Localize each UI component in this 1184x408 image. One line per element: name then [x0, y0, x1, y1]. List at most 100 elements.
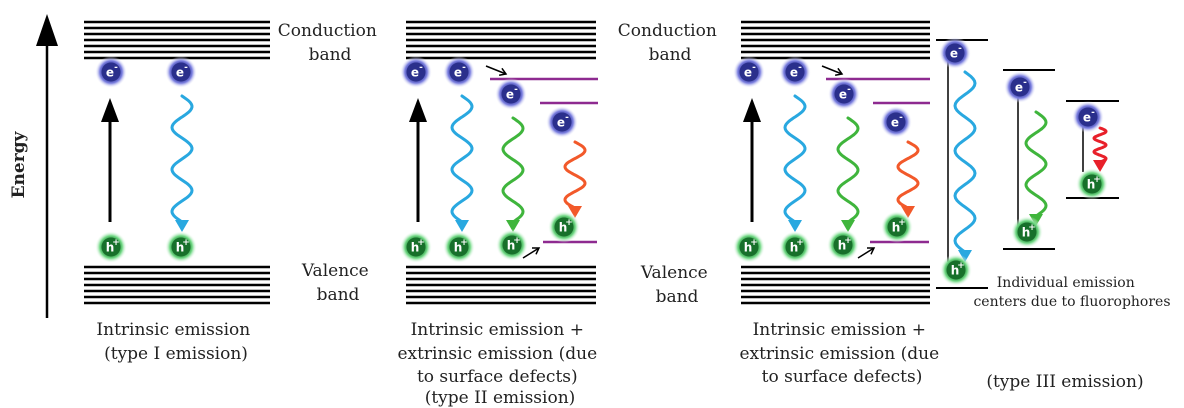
hole: h+ — [733, 231, 765, 263]
conduction-band-1 — [84, 20, 270, 60]
electron: e- — [828, 78, 860, 110]
svg-text:e: e — [790, 66, 798, 80]
emission-wave-blue — [170, 94, 194, 232]
svg-text:h: h — [838, 239, 847, 253]
type-2-caption: Intrinsic emission + extrinsic emission … — [397, 320, 602, 408]
excitation-arrow — [101, 98, 119, 222]
band-lines — [84, 20, 930, 305]
electron: e- — [95, 56, 127, 88]
electron: e- — [546, 106, 578, 138]
svg-text:h: h — [176, 241, 185, 255]
svg-text:-: - — [1023, 78, 1027, 88]
svg-text:h: h — [951, 264, 960, 278]
svg-text:e: e — [1083, 111, 1091, 125]
svg-text:-: - — [514, 85, 518, 95]
svg-text:-: - — [419, 63, 423, 73]
relaxation-arrow — [857, 247, 876, 259]
type-1-caption: Intrinsic emission (type I emission) — [96, 320, 255, 364]
energy-axis — [36, 14, 58, 318]
electron: e- — [400, 56, 432, 88]
relaxation-arrow — [821, 65, 844, 77]
type-2-caption-right: Intrinsic emission + extrinsic emission … — [739, 320, 944, 387]
carriers: e - e - e - e -e -e -e - e -e -e -e -e -e -h+ h+ h+ h+ h+h+h+… — [95, 37, 1108, 286]
emission-wave-blue — [450, 94, 474, 232]
excitation-arrow — [409, 98, 427, 222]
svg-text:e: e — [557, 116, 565, 130]
excitation-arrow-thin — [943, 46, 953, 262]
relaxation-arrow — [485, 65, 508, 77]
electron: e- — [165, 56, 197, 88]
svg-text:e: e — [454, 66, 462, 80]
svg-text:-: - — [114, 63, 118, 73]
svg-text:+: + — [417, 238, 425, 248]
svg-text:h: h — [790, 241, 799, 255]
svg-text:e: e — [891, 116, 899, 130]
svg-text:-: - — [462, 63, 466, 73]
emission-waves — [170, 70, 1108, 262]
excitation-arrows — [101, 46, 1088, 262]
svg-text:+: + — [112, 238, 120, 248]
valence-band-label: Valence band — [301, 261, 374, 305]
svg-text:h: h — [106, 241, 115, 255]
svg-text:-: - — [184, 63, 188, 73]
conduction-band-label: Conduction band — [278, 21, 382, 65]
svg-text:e: e — [176, 66, 184, 80]
svg-text:+: + — [565, 218, 573, 228]
svg-text:-: - — [899, 113, 903, 123]
electron: e- — [733, 56, 765, 88]
svg-text:e: e — [106, 66, 114, 80]
emission-wave-orange — [563, 140, 587, 218]
emission-wave-green — [501, 116, 525, 232]
hole: h+ — [1011, 216, 1043, 248]
svg-text:h: h — [411, 241, 420, 255]
electron: e- — [939, 37, 971, 69]
svg-text:+: + — [182, 238, 190, 248]
conduction-band-label-3: Conduction band — [618, 21, 722, 65]
valence-band-label-3: Valence band — [640, 263, 713, 307]
hole: h+ — [165, 231, 197, 263]
svg-text:h: h — [507, 239, 516, 253]
svg-text:h: h — [454, 241, 463, 255]
hole: h+ — [1076, 168, 1108, 200]
hole: h+ — [548, 211, 580, 243]
emission-wave-green — [1024, 110, 1048, 226]
svg-text:h: h — [1087, 178, 1096, 192]
electron: e- — [1072, 101, 1104, 133]
electron: e- — [495, 78, 527, 110]
excitation-arrow — [743, 98, 761, 222]
energy-axis-label: Energy — [9, 130, 29, 198]
svg-text:h: h — [744, 241, 753, 255]
hole: h+ — [400, 231, 432, 263]
conduction-band-2 — [406, 20, 596, 60]
svg-text:h: h — [892, 221, 901, 235]
hole: h+ — [443, 231, 475, 263]
svg-text:e: e — [1015, 81, 1023, 95]
conduction-band-3 — [741, 20, 930, 60]
svg-text:h: h — [559, 221, 568, 235]
svg-text:e: e — [839, 88, 847, 102]
relaxation-arrow — [522, 247, 541, 259]
svg-text:+: + — [1028, 223, 1036, 233]
emission-wave-orange — [896, 140, 920, 218]
svg-text:e: e — [506, 88, 514, 102]
svg-text:+: + — [898, 218, 906, 228]
svg-text:+: + — [513, 236, 521, 246]
svg-text:+: + — [844, 236, 852, 246]
hole: h+ — [779, 231, 811, 263]
emission-wave-blue — [953, 70, 977, 262]
valence-band-1 — [84, 265, 270, 305]
svg-text:-: - — [958, 44, 962, 54]
svg-text:+: + — [750, 238, 758, 248]
svg-text:e: e — [411, 66, 419, 80]
svg-text:-: - — [847, 85, 851, 95]
emission-wave-red — [1092, 126, 1108, 172]
svg-text:+: + — [460, 238, 468, 248]
svg-text:-: - — [798, 63, 802, 73]
svg-text:-: - — [1091, 108, 1095, 118]
electron: e- — [1004, 71, 1036, 103]
hole: h+ — [496, 229, 528, 261]
svg-text:+: + — [1093, 175, 1101, 185]
emission-wave-green — [836, 116, 860, 232]
svg-text:+: + — [957, 261, 965, 271]
